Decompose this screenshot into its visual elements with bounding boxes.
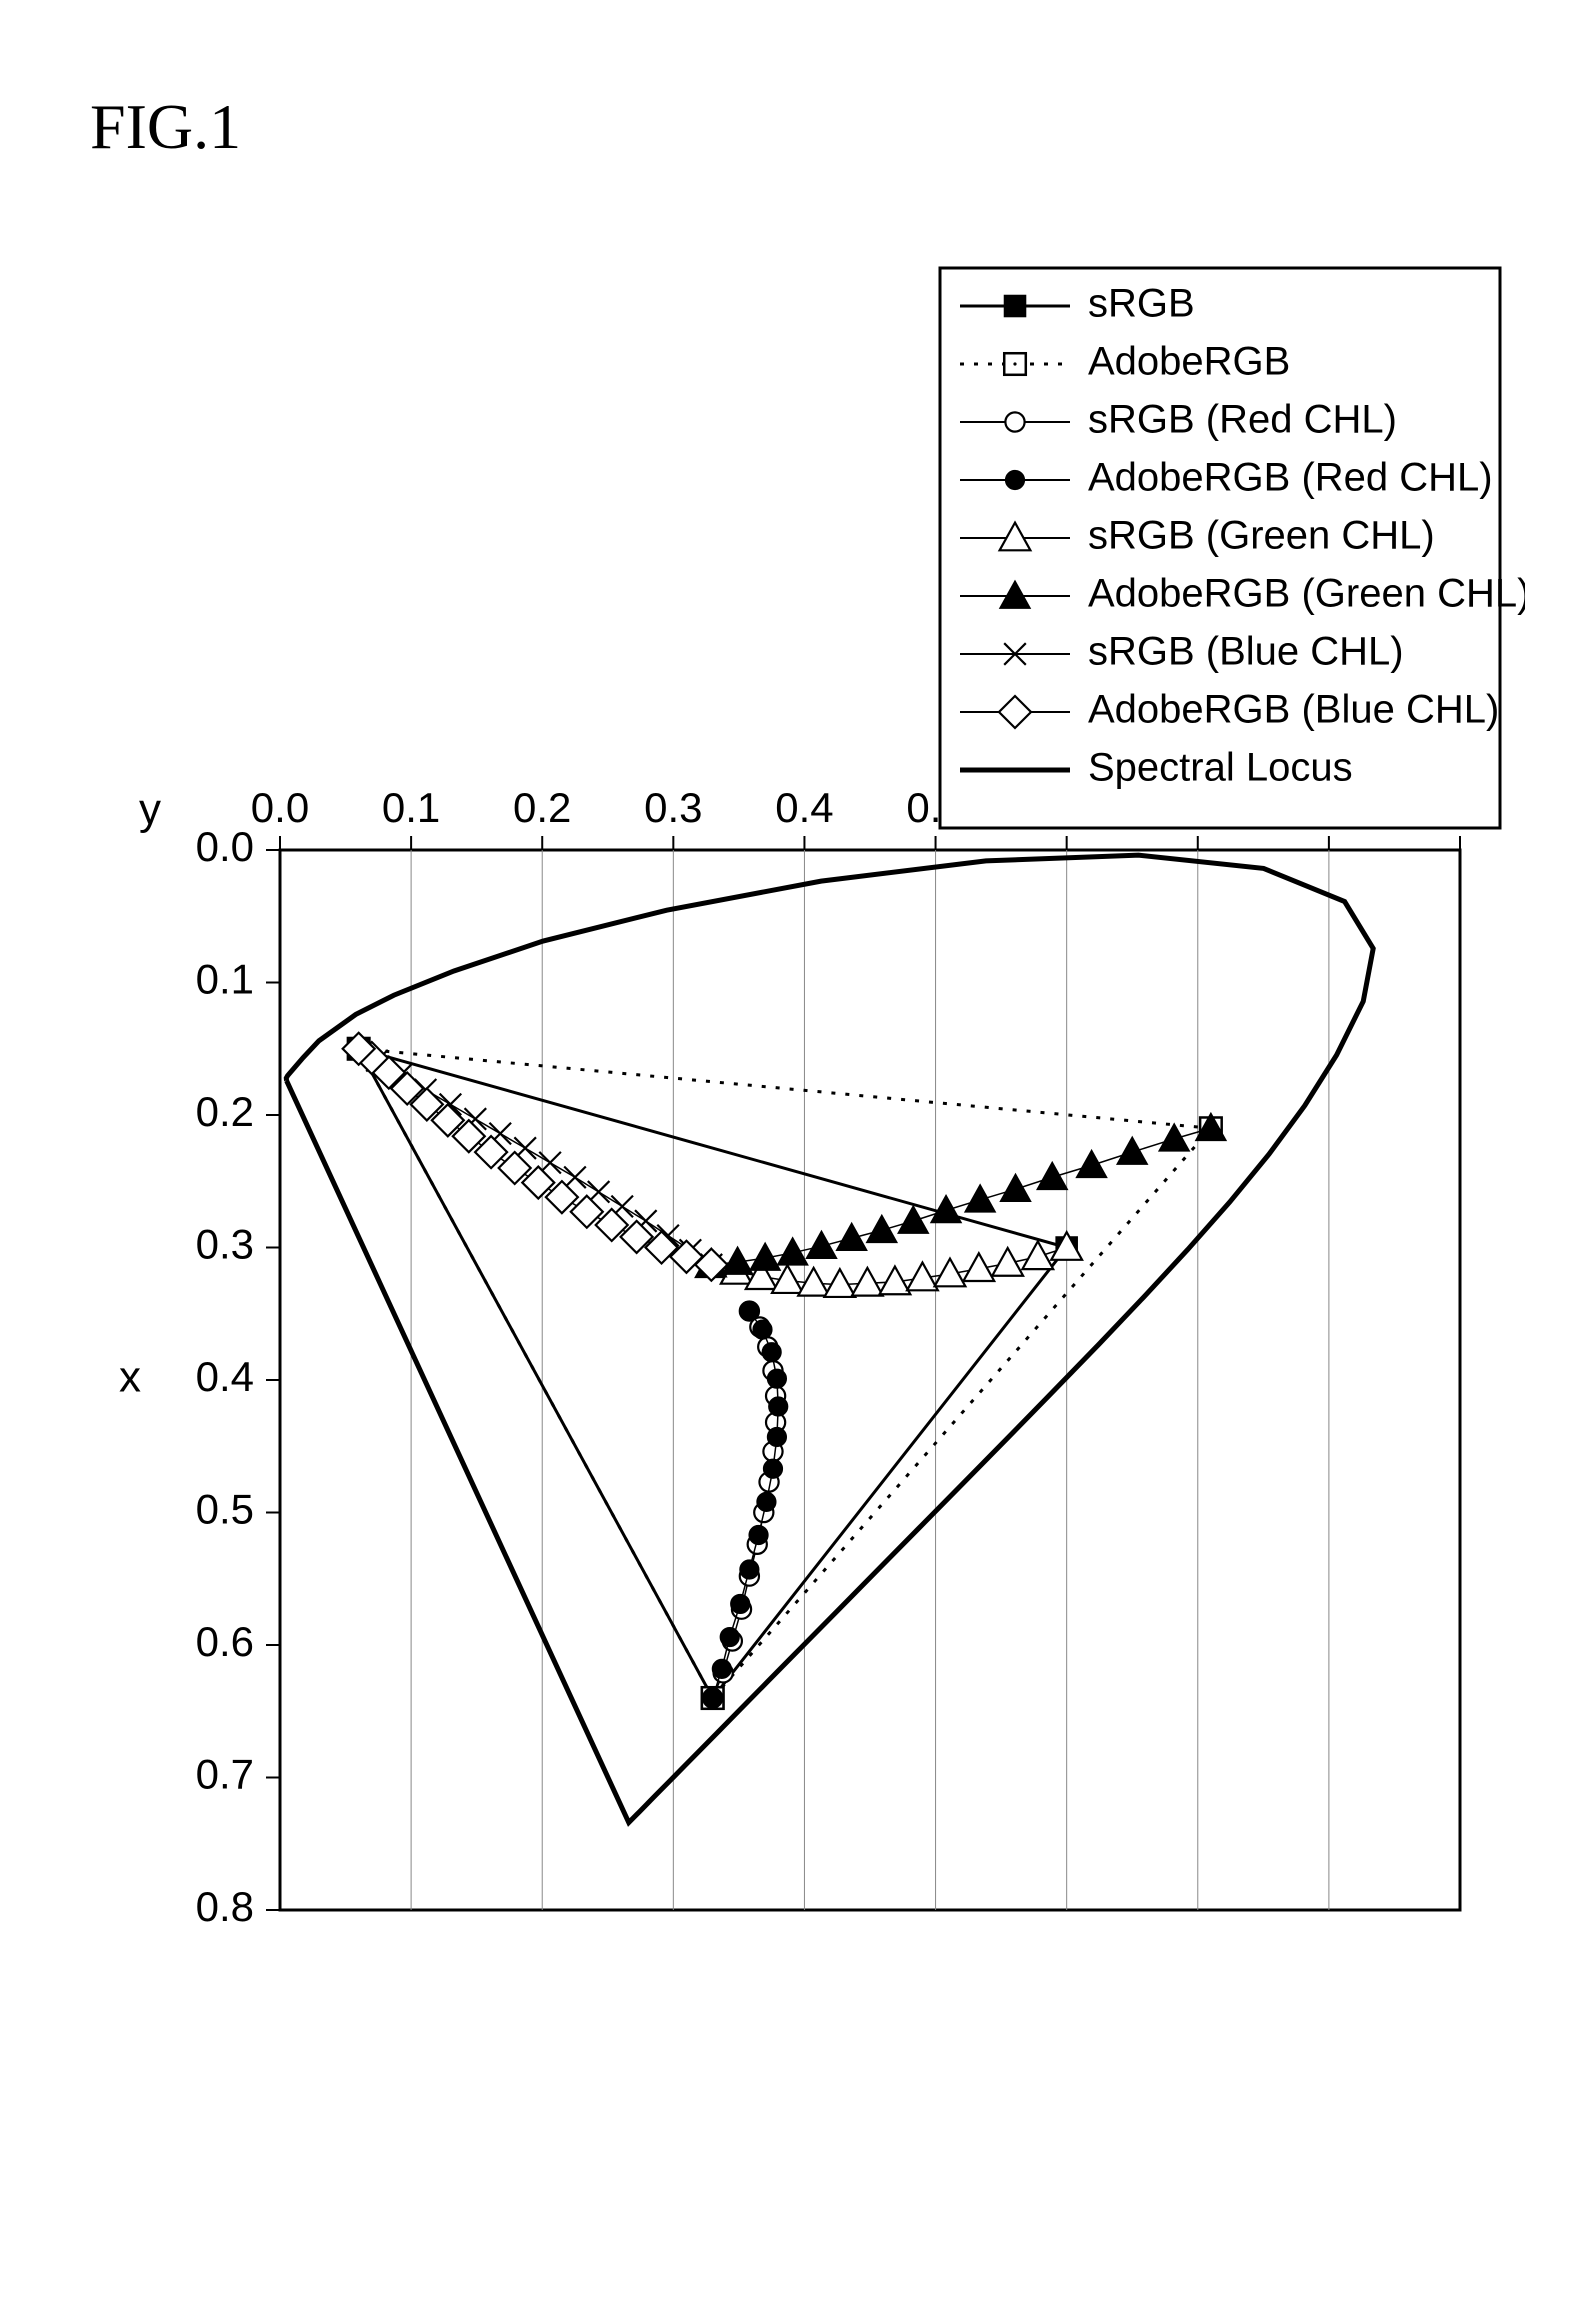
ytick-label: 0.2	[513, 784, 571, 831]
legend-label: AdobeRGB	[1088, 340, 1290, 384]
xtick-label: 0.7	[196, 1751, 254, 1798]
xtick-label: 0.6	[196, 1618, 254, 1665]
chromaticity-chart: 0.00.10.20.30.40.50.60.70.80.90.00.10.20…	[60, 250, 1525, 2150]
xtick-label: 0.2	[196, 1088, 254, 1135]
x-axis-label: x	[119, 1353, 141, 1402]
chart-svg: 0.00.10.20.30.40.50.60.70.80.90.00.10.20…	[60, 250, 1525, 2150]
legend-label: sRGB (Green CHL)	[1088, 514, 1435, 558]
ytick-label: 0.3	[644, 784, 702, 831]
xtick-label: 0.1	[196, 956, 254, 1003]
xtick-label: 0.0	[196, 823, 254, 870]
ytick-label: 0.1	[382, 784, 440, 831]
legend-label: Spectral Locus	[1088, 746, 1353, 790]
xtick-label: 0.5	[196, 1486, 254, 1533]
xtick-label: 0.4	[196, 1353, 254, 1400]
legend-label: AdobeRGB (Green CHL)	[1088, 572, 1525, 616]
ytick-label: 0.4	[775, 784, 833, 831]
plot-area	[280, 850, 1460, 1910]
y-axis-label: y	[139, 785, 161, 834]
legend: sRGB AdobeRGB sRGB (Red CHL) AdobeRGB (Red …	[940, 268, 1525, 828]
figure-label: FIG.1	[90, 90, 241, 164]
legend-label: sRGB (Red CHL)	[1088, 398, 1397, 442]
xtick-label: 0.3	[196, 1221, 254, 1268]
legend-label: sRGB (Blue CHL)	[1088, 630, 1404, 674]
legend-label: AdobeRGB (Red CHL)	[1088, 456, 1493, 500]
legend-label: AdobeRGB (Blue CHL)	[1088, 688, 1499, 732]
xtick-label: 0.8	[196, 1883, 254, 1930]
ytick-label: 0.0	[251, 784, 309, 831]
legend-label: sRGB	[1088, 282, 1195, 326]
